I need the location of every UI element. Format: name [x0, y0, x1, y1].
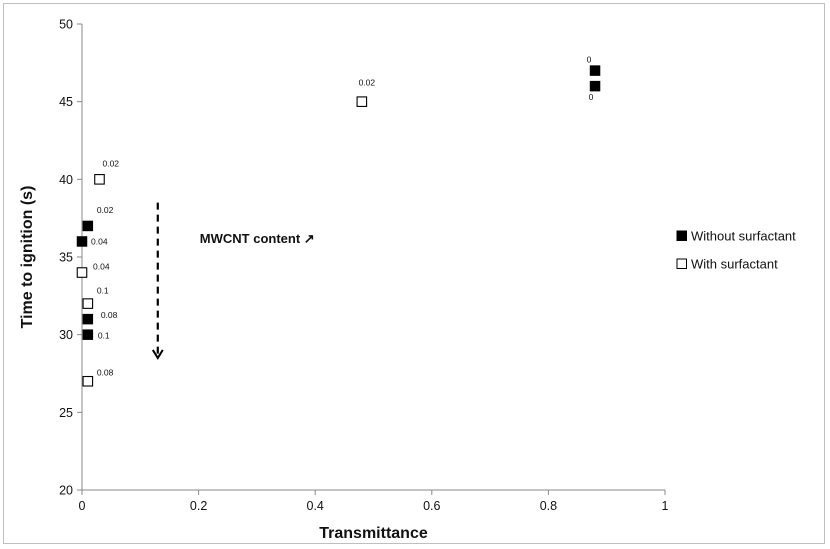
filled-square-point	[589, 65, 601, 76]
legend-swatch-without-surfactant	[676, 230, 687, 241]
x-tick-label: 0.4	[307, 499, 324, 513]
point-label: 0.04	[93, 262, 110, 272]
y-tick-label: 40	[59, 173, 73, 187]
point-label: 0	[587, 55, 592, 65]
point-label: 0.02	[359, 78, 376, 88]
arrow-head-icon	[151, 349, 164, 360]
point-label: 0.1	[98, 331, 110, 341]
legend-swatch-with-surfactant	[676, 258, 687, 269]
open-square-point	[94, 174, 105, 185]
y-tick-label: 30	[59, 328, 73, 342]
axes	[81, 24, 665, 491]
x-tick-label: 0.2	[190, 499, 207, 513]
open-square-point	[82, 375, 94, 387]
legend: Without surfactant With surfactant	[676, 229, 796, 272]
y-ticks: 20 25 30 35 40 45 50	[59, 18, 82, 498]
point-label: 0	[589, 92, 594, 102]
y-tick-label: 25	[59, 406, 73, 420]
y-tick-label: 45	[59, 95, 73, 109]
x-tick-label: 0.8	[540, 499, 557, 513]
x-axis-title: Transmittance	[319, 525, 428, 542]
chart-frame	[3, 3, 825, 544]
x-ticks: 0 0.2 0.4 0.6 0.8 1	[79, 490, 669, 513]
x-tick-label: 0	[79, 499, 86, 513]
y-tick-label: 50	[59, 18, 73, 32]
point-label: 0.08	[97, 367, 114, 377]
open-square-point	[82, 298, 94, 309]
open-square-point	[76, 267, 88, 278]
filled-square-point	[82, 329, 94, 340]
open-square-point	[356, 96, 368, 107]
point-label: 0.1	[97, 286, 109, 296]
filled-square-point	[589, 80, 601, 92]
filled-square-point	[76, 236, 88, 247]
y-tick-label: 20	[59, 484, 73, 498]
legend-label-without-surfactant: Without surfactant	[691, 229, 796, 244]
y-tick-label: 35	[59, 251, 73, 265]
x-tick-label: 1	[662, 499, 669, 513]
data-points: 0 0 0.02 0.04 0.08 0.1 0.02 0.02 0.04 0.1 0.08	[76, 55, 601, 387]
x-tick-label: 0.6	[423, 499, 440, 513]
point-label: 0.02	[97, 205, 114, 215]
filled-square-point	[82, 313, 94, 325]
mwcnt-annotation: MWCNT content ↗	[151, 202, 315, 360]
point-label: 0.04	[91, 236, 108, 246]
y-axis-title: Time to ignition (s)	[19, 186, 36, 329]
point-label: 0.08	[101, 310, 118, 320]
mwcnt-content-label: MWCNT content ↗	[200, 231, 315, 246]
filled-square-point	[82, 220, 94, 232]
point-label: 0.02	[102, 158, 119, 168]
legend-label-with-surfactant: With surfactant	[691, 257, 778, 272]
